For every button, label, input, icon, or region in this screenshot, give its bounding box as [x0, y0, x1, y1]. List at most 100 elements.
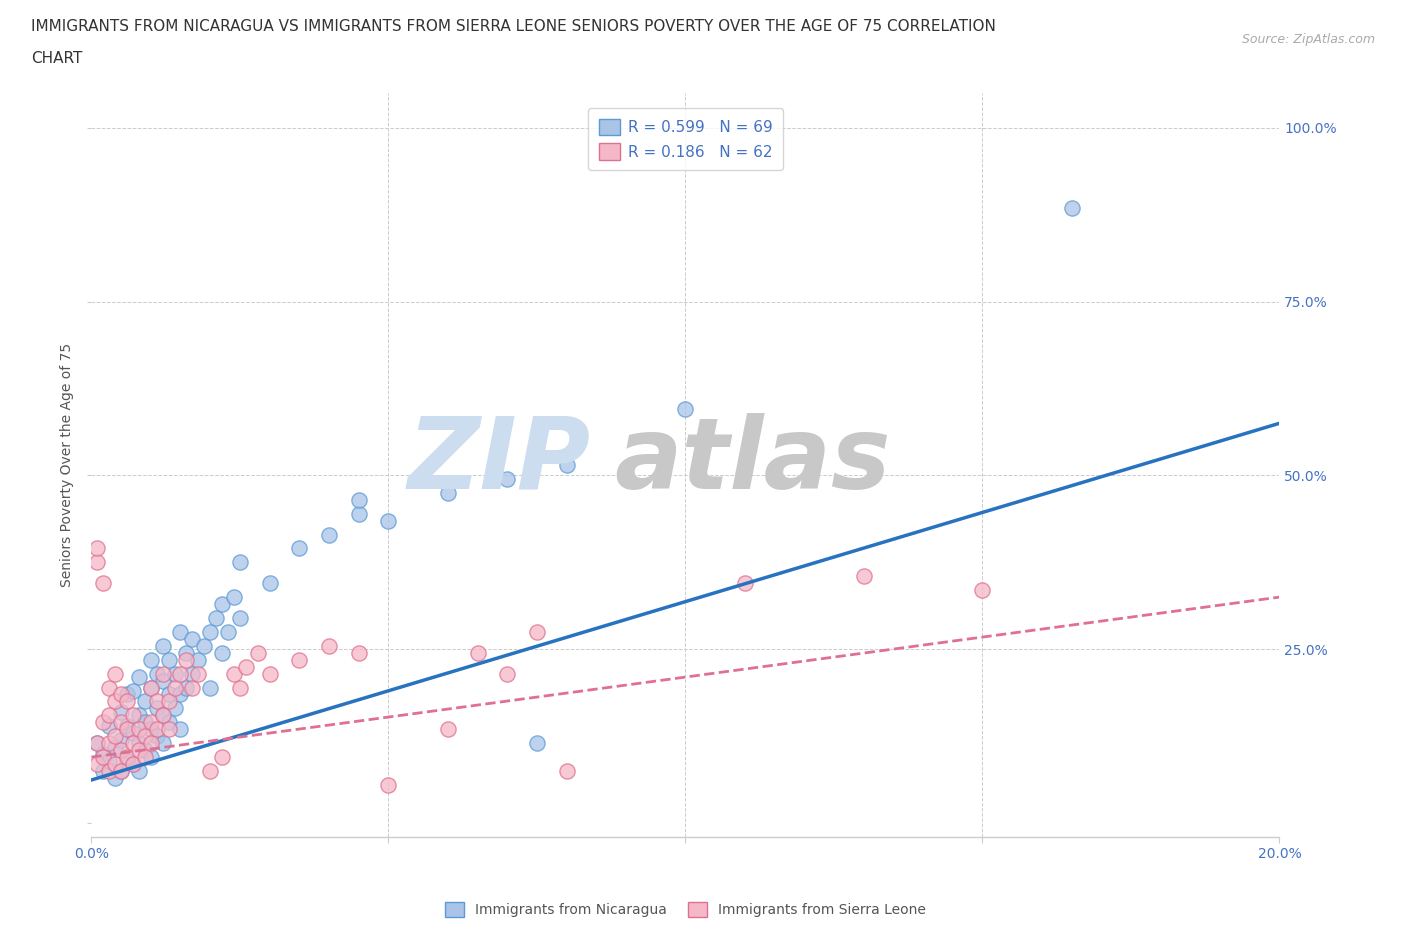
Point: [86, 736, 108, 751]
Point: [128, 743, 150, 758]
Point: [347, 492, 370, 507]
Y-axis label: Seniors Poverty Over the Age of 75: Seniors Poverty Over the Age of 75: [60, 343, 75, 587]
Point: [98, 680, 121, 695]
Point: [110, 704, 132, 719]
Point: [115, 750, 138, 764]
Point: [496, 666, 519, 681]
Point: [152, 736, 174, 751]
Point: [139, 680, 162, 695]
Point: [122, 736, 145, 751]
Point: [98, 736, 121, 751]
Point: [467, 645, 489, 660]
Point: [157, 687, 180, 702]
Point: [134, 750, 156, 764]
Legend: Immigrants from Nicaragua, Immigrants from Sierra Leone: Immigrants from Nicaragua, Immigrants fr…: [439, 896, 932, 923]
Point: [104, 729, 127, 744]
Point: [128, 670, 150, 684]
Point: [555, 458, 578, 472]
Point: [110, 715, 132, 730]
Point: [211, 645, 233, 660]
Point: [377, 513, 399, 528]
Point: [104, 770, 127, 785]
Point: [157, 694, 180, 709]
Point: [734, 576, 756, 591]
Point: [229, 680, 252, 695]
Point: [152, 673, 174, 688]
Point: [91, 576, 114, 591]
Point: [139, 736, 162, 751]
Point: [128, 736, 150, 751]
Point: [673, 402, 696, 417]
Point: [122, 756, 145, 771]
Point: [347, 645, 370, 660]
Point: [193, 638, 215, 653]
Point: [152, 708, 174, 723]
Point: [104, 756, 127, 771]
Point: [526, 624, 548, 639]
Point: [169, 722, 191, 737]
Text: atlas: atlas: [614, 413, 890, 510]
Point: [187, 652, 209, 667]
Point: [163, 680, 186, 695]
Point: [157, 715, 180, 730]
Point: [211, 597, 233, 612]
Point: [145, 729, 167, 744]
Point: [222, 666, 245, 681]
Point: [187, 666, 209, 681]
Point: [145, 694, 167, 709]
Point: [169, 624, 191, 639]
Point: [205, 610, 228, 625]
Point: [110, 764, 132, 778]
Text: ZIP: ZIP: [408, 413, 591, 510]
Point: [145, 666, 167, 681]
Point: [115, 722, 138, 737]
Point: [852, 569, 875, 584]
Point: [200, 764, 222, 778]
Point: [134, 694, 156, 709]
Point: [128, 722, 150, 737]
Point: [347, 506, 370, 521]
Point: [139, 750, 162, 764]
Point: [169, 687, 191, 702]
Point: [134, 715, 156, 730]
Point: [318, 527, 340, 542]
Point: [145, 722, 167, 737]
Point: [436, 722, 458, 737]
Point: [181, 680, 204, 695]
Point: [259, 666, 281, 681]
Point: [200, 624, 222, 639]
Point: [98, 753, 121, 768]
Point: [128, 708, 150, 723]
Point: [86, 541, 108, 556]
Point: [176, 645, 198, 660]
Text: IMMIGRANTS FROM NICARAGUA VS IMMIGRANTS FROM SIERRA LEONE SENIORS POVERTY OVER T: IMMIGRANTS FROM NICARAGUA VS IMMIGRANTS …: [31, 19, 995, 33]
Point: [200, 680, 222, 695]
Point: [115, 718, 138, 733]
Point: [110, 687, 132, 702]
Point: [246, 645, 269, 660]
Point: [157, 652, 180, 667]
Text: Source: ZipAtlas.com: Source: ZipAtlas.com: [1241, 33, 1375, 46]
Point: [288, 541, 311, 556]
Point: [91, 746, 114, 761]
Point: [229, 610, 252, 625]
Point: [152, 638, 174, 653]
Point: [98, 708, 121, 723]
Point: [217, 624, 239, 639]
Point: [169, 666, 191, 681]
Point: [91, 764, 114, 778]
Point: [91, 715, 114, 730]
Point: [122, 708, 145, 723]
Point: [157, 722, 180, 737]
Point: [86, 736, 108, 751]
Point: [86, 756, 108, 771]
Point: [163, 666, 186, 681]
Point: [128, 764, 150, 778]
Point: [139, 715, 162, 730]
Point: [98, 718, 121, 733]
Point: [259, 576, 281, 591]
Point: [91, 750, 114, 764]
Point: [181, 631, 204, 646]
Point: [134, 743, 156, 758]
Point: [181, 666, 204, 681]
